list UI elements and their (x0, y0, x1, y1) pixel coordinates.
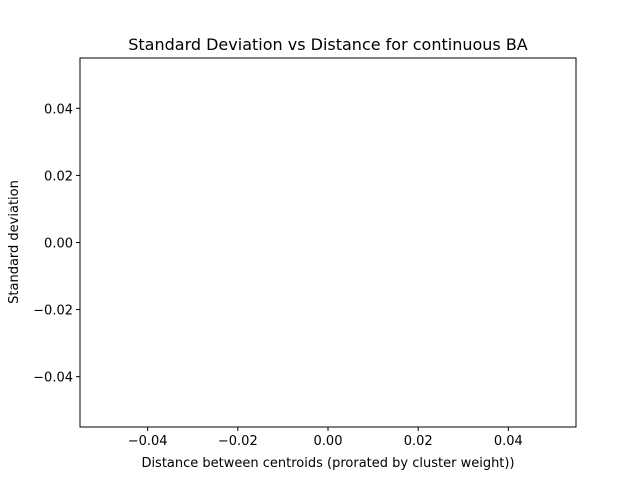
x-tick-label: 0.04 (494, 434, 523, 449)
plot-area (79, 57, 577, 428)
y-axis-ticks: −0.04 −0.02 0.00 0.02 0.04 (33, 102, 80, 386)
x-axis-ticks: −0.04 −0.02 0.00 0.02 0.04 (128, 427, 523, 449)
y-tick-label: −0.04 (33, 371, 73, 386)
y-tick-label: −0.02 (33, 304, 73, 319)
x-tick-label: −0.02 (218, 434, 258, 449)
x-tick-label: 0.00 (314, 434, 343, 449)
x-tick-label: 0.02 (404, 434, 433, 449)
y-tick-label: 0.02 (44, 169, 73, 184)
x-axis-label: Distance between centroids (prorated by … (141, 456, 514, 471)
y-tick-label: 0.04 (44, 102, 73, 117)
x-tick-label: −0.04 (128, 434, 168, 449)
y-axis-label: Standard deviation (7, 180, 22, 304)
y-tick-label: 0.00 (44, 237, 73, 252)
chart-title: Standard Deviation vs Distance for conti… (128, 35, 528, 54)
